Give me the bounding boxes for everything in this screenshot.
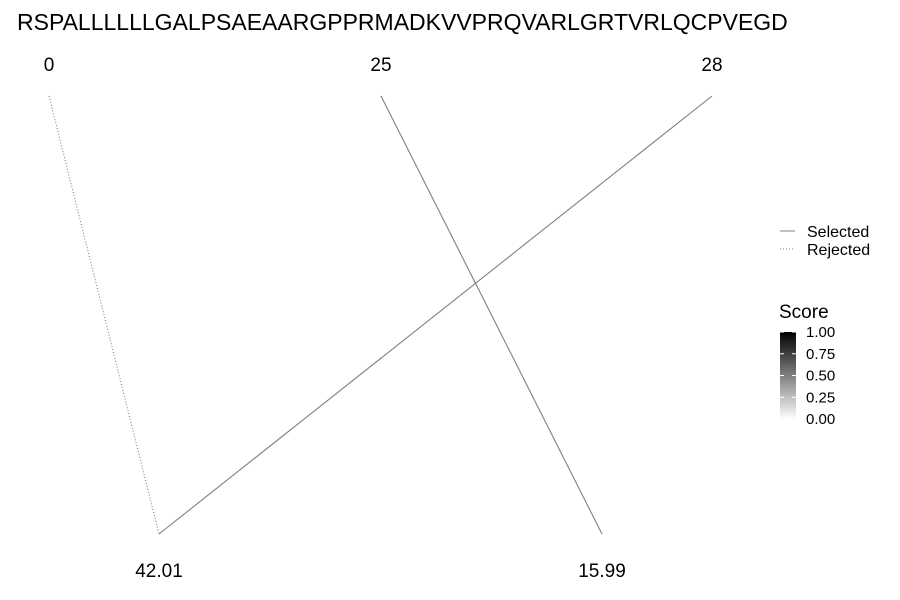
score-legend: Score 1.00 0.75 0.50 0.25 0.00	[779, 302, 835, 428]
score-ticks: 1.00 0.75 0.50 0.25 0.00	[780, 324, 835, 428]
score-tick-label-0.75: 0.75	[806, 346, 835, 363]
top-axis: 0 25 28	[44, 55, 723, 76]
score-tick-label-0.00: 0.00	[806, 411, 835, 428]
match-line-selected-0	[380, 95, 603, 535]
score-legend-title: Score	[779, 302, 829, 323]
match-line-selected-1	[158, 95, 713, 535]
bottom-label-15.99: 15.99	[578, 561, 626, 582]
bottom-label-42.01: 42.01	[135, 561, 183, 582]
score-tick-label-0.50: 0.50	[806, 368, 835, 385]
linetype-legend: Selected Rejected	[780, 224, 870, 259]
top-label-0: 0	[44, 55, 55, 76]
sequence-title: RSPALLLLLLGALPSAEAARGPPRMADKVVPRQVARLGRT…	[17, 9, 788, 35]
score-tick-label-1.00: 1.00	[806, 324, 835, 341]
match-lines	[48, 95, 713, 535]
legend-rejected-label: Rejected	[807, 242, 870, 259]
bottom-axis: 42.01 15.99	[135, 561, 626, 582]
top-label-28: 28	[701, 55, 722, 76]
score-tick-label-0.25: 0.25	[806, 389, 835, 406]
top-label-25: 25	[370, 55, 391, 76]
match-line-rejected-2	[48, 95, 160, 535]
legend-selected-label: Selected	[807, 224, 869, 241]
